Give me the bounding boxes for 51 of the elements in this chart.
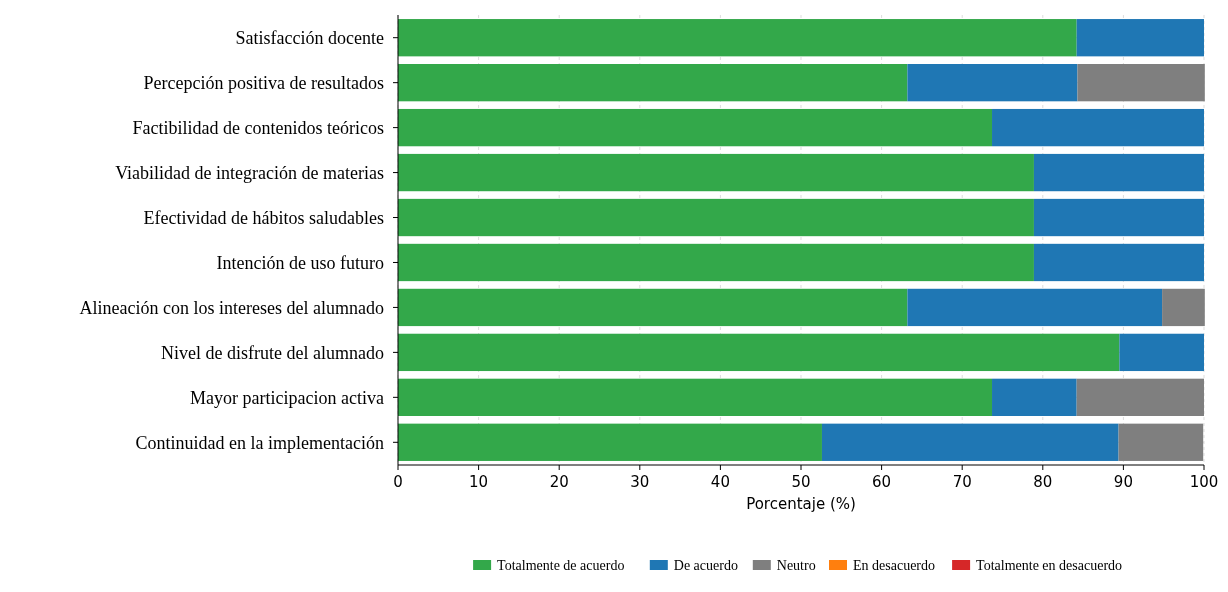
y-tick-label: Satisfacción docente <box>235 28 384 48</box>
bar <box>1076 19 1204 57</box>
y-tick-label: Efectividad de hábitos saludables <box>143 207 384 228</box>
legend-label: Totalmente en desacuerdo <box>976 558 1123 574</box>
legend-label: De acuerdo <box>673 558 738 574</box>
bar <box>1119 333 1204 372</box>
x-tick-label: 60 <box>872 473 892 491</box>
y-tick-label: Mayor participacion activa <box>190 387 384 408</box>
bar <box>1033 153 1204 192</box>
bar <box>992 378 1077 416</box>
y-tick-label: Nivel de disfrute del alumnado <box>161 342 384 363</box>
x-tick-label: 40 <box>710 473 730 491</box>
bar <box>1118 423 1204 461</box>
x-axis-title: Porcentaje (%) <box>746 495 856 513</box>
legend-label: Neutro <box>776 558 816 574</box>
bar <box>907 288 1163 327</box>
bar <box>398 198 1034 237</box>
x-tick-label: 80 <box>1033 473 1053 491</box>
bar <box>992 108 1204 147</box>
x-tick-label: 20 <box>549 473 569 491</box>
bar <box>398 108 993 147</box>
y-tick-label: Continuidad en la implementación <box>135 432 384 453</box>
bar <box>398 423 822 461</box>
bar <box>1033 243 1204 282</box>
bar <box>398 19 1077 57</box>
bar <box>1162 288 1205 327</box>
bar <box>398 64 908 102</box>
x-tick-label: 30 <box>630 473 650 491</box>
bar <box>1033 198 1204 237</box>
x-tick-label: 0 <box>393 473 403 491</box>
legend-label: Totalmente de acuerdo <box>497 558 625 574</box>
legend-label: En desacuerdo <box>853 558 936 574</box>
bar <box>398 378 993 416</box>
bar <box>398 333 1120 372</box>
bar <box>821 423 1119 461</box>
x-tick-label: 70 <box>952 473 972 491</box>
bar <box>1077 64 1205 102</box>
x-tick-label: 100 <box>1189 473 1219 491</box>
bar <box>398 153 1034 192</box>
y-tick-label: Intención de uso futuro <box>216 252 384 273</box>
y-tick-label: Percepción positiva de resultados <box>143 72 384 93</box>
bar <box>1076 378 1204 416</box>
bar <box>398 243 1034 282</box>
x-tick-label: 90 <box>1113 473 1133 491</box>
x-tick-label: 10 <box>469 473 489 491</box>
y-tick-label: Alineación con los intereses del alumnado <box>79 297 384 318</box>
y-tick-label: Factibilidad de contenidos teóricos <box>132 117 384 138</box>
bar <box>398 288 908 327</box>
bar <box>907 64 1078 102</box>
y-tick-label: Viabilidad de integración de materias <box>115 162 384 183</box>
x-tick-label: 50 <box>791 473 811 491</box>
